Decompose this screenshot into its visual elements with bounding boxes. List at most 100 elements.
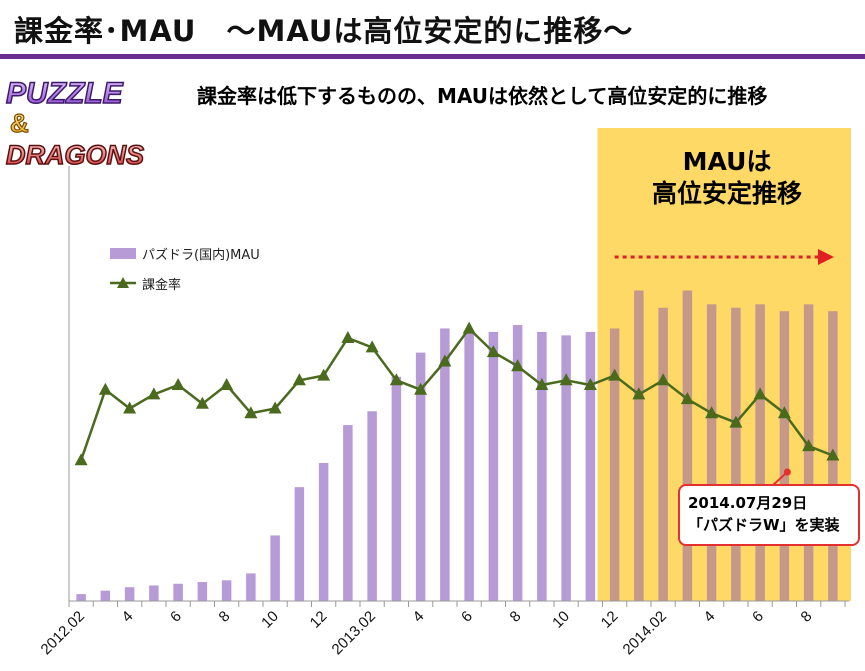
logo-line-dragons: DRAGONS: [6, 140, 144, 170]
chart-legend: パズドラ(国内)MAU 課金率: [110, 238, 260, 298]
bar-mau-9: [294, 487, 305, 601]
billing-rate-point-8: [268, 401, 282, 414]
callout-anchor-dot: [783, 468, 791, 476]
x-tick-label-10: 12: [307, 608, 331, 632]
callout-text: 「パズドラW」を実装: [688, 516, 840, 534]
billing-rate-point-29: [777, 406, 791, 419]
bar-mau-13: [391, 376, 402, 601]
bar-mau-18: [512, 325, 523, 601]
x-tick-label-26: 4: [701, 608, 719, 626]
billing-rate-point-24: [656, 373, 670, 386]
bar-mau-11: [343, 425, 353, 601]
bar-mau-12: [367, 411, 377, 601]
bar-mau-21: [585, 331, 596, 601]
bar-mau-30: [803, 304, 814, 601]
legend-item-billing-rate: 課金率: [110, 268, 260, 298]
x-tick-label-28: 6: [749, 608, 767, 626]
billing-rate-point-5: [195, 396, 209, 409]
x-tick-label-0: 2012.02: [38, 608, 88, 658]
billing-rate-point-21: [583, 378, 597, 390]
billing-rate-line: [79, 327, 834, 461]
bar-mau-23: [634, 290, 644, 601]
billing-rate-point-30: [802, 439, 816, 452]
x-tick-label-18: 8: [507, 608, 525, 626]
billing-rate-point-12: [365, 340, 379, 353]
billing-rate-point-9: [292, 373, 306, 386]
billing-rate-point-18: [511, 359, 525, 372]
x-tick-label-20: 10: [549, 608, 573, 632]
bar-mau-4: [173, 583, 183, 601]
callout-date: 2014.07月29日: [688, 494, 808, 512]
billing-rate-point-10: [317, 368, 331, 381]
billing-rate-point-2: [123, 401, 137, 414]
x-tick-label-6: 8: [216, 608, 234, 626]
billing-rate-point-17: [486, 345, 500, 358]
billing-rate-point-31: [826, 448, 840, 461]
bar-mau-5: [197, 582, 208, 601]
puzzle-dragons-logo: PUZZLE & DRAGONS: [5, 76, 145, 170]
billing-rate-point-6: [220, 378, 234, 390]
legend-billing-rate-label: 課金率: [142, 277, 182, 293]
title-rule: [0, 54, 865, 59]
billing-rate-point-11: [341, 331, 355, 343]
billing-rate-point-22: [608, 368, 622, 381]
logo-line-ampersand: &: [10, 108, 29, 138]
billing-rate-point-7: [244, 406, 258, 419]
x-tick-label-12: 2013.02: [329, 608, 379, 658]
bar-mau-20: [561, 335, 571, 601]
bar-mau-3: [149, 585, 159, 601]
billing-rate-point-14: [414, 382, 428, 395]
billing-rate-point-15: [438, 354, 452, 367]
bar-mau-29: [779, 311, 790, 601]
bar-mau-6: [221, 580, 232, 601]
legend-mau-label: パズドラ(国内)MAU: [142, 247, 260, 263]
legend-line-swatch: [110, 277, 136, 288]
x-tick-label-4: 6: [167, 608, 185, 626]
legend-bar-swatch: [110, 247, 136, 259]
bar-mau-14: [415, 352, 426, 601]
billing-rate-point-16: [462, 321, 476, 334]
billing-rate-point-19: [535, 378, 549, 390]
bar-mau-0: [76, 594, 86, 601]
x-tick-label-30: 8: [798, 608, 816, 626]
billing-rate-point-23: [632, 387, 646, 400]
bar-mau-10: [318, 463, 329, 601]
billing-rate-point-26: [705, 406, 719, 419]
x-tick-label-16: 6: [458, 608, 476, 626]
bar-mau-22: [609, 328, 620, 601]
logo-line-puzzle: PUZZLE: [6, 77, 124, 110]
stable-trend-arrowhead: [818, 249, 834, 265]
chart-subtitle: 課金率は低下するものの、MAUは依然として高位安定的に推移: [197, 84, 768, 108]
billing-rate-point-28: [753, 387, 767, 400]
x-tick-label-2: 4: [119, 608, 137, 626]
x-tick-label-14: 4: [410, 608, 428, 626]
billing-rate-point-3: [147, 387, 161, 400]
x-tick-label-24: 2014.02: [620, 608, 670, 658]
bar-mau-16: [464, 331, 474, 601]
bar-mau-17: [488, 331, 499, 601]
bar-mau-27: [731, 307, 741, 601]
wizard-release-callout: 2014.07月29日 「パズドラW」を実装: [678, 484, 860, 546]
legend-item-mau: パズドラ(国内)MAU: [110, 238, 260, 268]
bar-mau-15: [440, 328, 450, 601]
bar-mau-19: [537, 331, 547, 601]
billing-rate-point-0: [74, 453, 88, 466]
billing-rate-point-25: [680, 392, 694, 405]
bar-mau-1: [100, 590, 111, 601]
x-tick-label-8: 10: [258, 608, 282, 632]
bar-mau-8: [270, 535, 280, 601]
highlight-title: MAUは 高位安定推移: [651, 147, 802, 208]
bar-mau-24: [658, 307, 668, 601]
x-tick-label-22: 12: [598, 608, 622, 632]
billing-rate-point-4: [171, 378, 185, 390]
bar-mau-7: [246, 573, 256, 601]
bar-mau-28: [755, 304, 765, 601]
page-title: 課金率･MAU ～MAUは高位安定的に推移～: [14, 14, 634, 48]
billing-rate-point-1: [98, 382, 112, 395]
billing-rate-point-27: [729, 415, 743, 428]
billing-rate-point-20: [559, 373, 573, 386]
billing-rate-point-13: [389, 373, 403, 386]
bar-mau-25: [682, 290, 693, 601]
bar-mau-2: [124, 587, 135, 601]
